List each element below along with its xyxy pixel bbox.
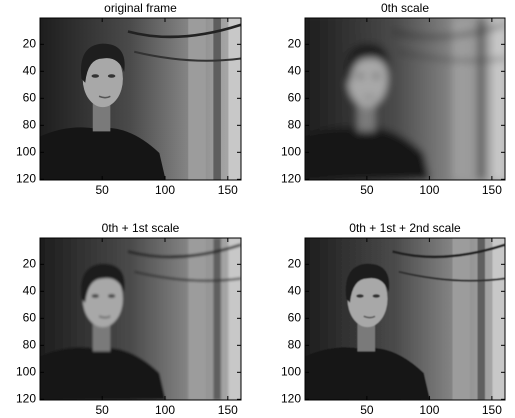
y-tick-label: 40 — [288, 283, 302, 297]
image — [34, 231, 248, 407]
y-tick-label: 80 — [288, 117, 302, 131]
y-tick-label: 20 — [23, 256, 37, 270]
y-tick-label: 60 — [23, 310, 37, 324]
y-tick-label: 60 — [288, 310, 302, 324]
y-tick-label: 40 — [23, 63, 37, 77]
y-tick-label: 80 — [23, 117, 37, 131]
y-tick-label: 100 — [16, 364, 36, 378]
image — [299, 11, 512, 187]
x-tick-label: 150 — [218, 403, 238, 417]
y-tick-label: 40 — [23, 283, 37, 297]
y-tick-label: 120 — [16, 391, 36, 405]
y-tick-label: 60 — [23, 90, 37, 104]
x-tick-label: 50 — [96, 403, 110, 417]
x-tick-label: 150 — [218, 183, 238, 197]
x-tick-label: 100 — [419, 183, 439, 197]
x-tick-label: 100 — [419, 403, 439, 417]
x-tick-label: 50 — [360, 403, 374, 417]
x-tick-label: 150 — [482, 403, 502, 417]
y-tick-label: 120 — [281, 391, 301, 405]
y-tick-label: 100 — [281, 144, 301, 158]
y-tick-label: 20 — [23, 36, 37, 50]
x-tick-label: 100 — [155, 183, 175, 197]
x-tick-label: 150 — [482, 183, 502, 197]
x-tick-label: 50 — [96, 183, 110, 197]
y-tick-label: 100 — [281, 364, 301, 378]
y-tick-label: 80 — [288, 337, 302, 351]
axes-title: 0th scale — [381, 1, 429, 15]
image — [299, 231, 512, 407]
y-tick-label: 120 — [281, 171, 301, 185]
y-tick-label: 20 — [288, 36, 302, 50]
axes-title: 0th + 1st + 2nd scale — [349, 221, 461, 235]
axes-title: original frame — [104, 1, 177, 15]
y-tick-label: 60 — [288, 90, 302, 104]
page: original frame 50 100 150 20 40 60 80 100 120 0th … — [0, 0, 515, 418]
x-tick-label: 50 — [360, 183, 374, 197]
y-tick-label: 20 — [288, 256, 302, 270]
y-tick-label: 40 — [288, 63, 302, 77]
image — [34, 11, 248, 187]
axes-title: 0th + 1st scale — [102, 221, 180, 235]
y-tick-label: 120 — [16, 171, 36, 185]
y-tick-label: 100 — [16, 144, 36, 158]
figure: original frame 50 100 150 20 40 60 80 100 120 0th … — [0, 0, 515, 418]
y-tick-label: 80 — [23, 337, 37, 351]
x-tick-label: 100 — [155, 403, 175, 417]
